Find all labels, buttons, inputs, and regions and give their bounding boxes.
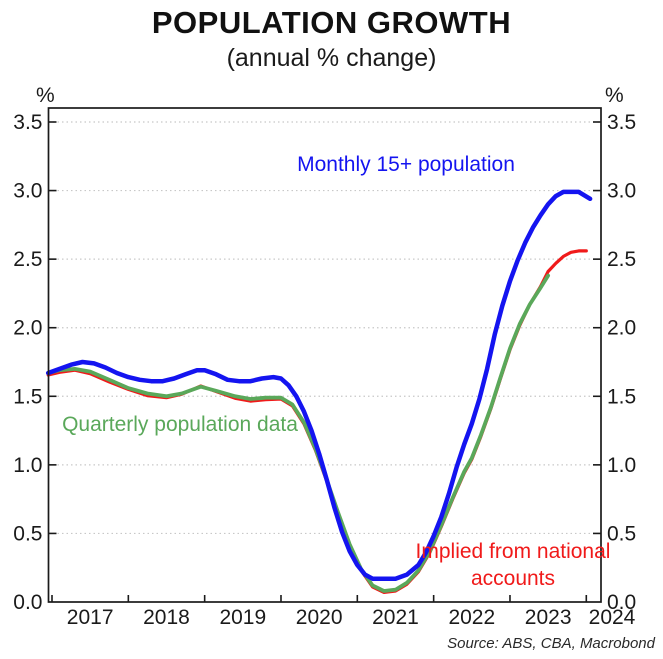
x-axis-label-2020: 2020 — [296, 606, 343, 629]
chart-title: POPULATION GROWTH — [151, 5, 512, 40]
x-axis-label-2023: 2023 — [525, 606, 572, 629]
y-axis-label-right-2.5: 2.5 — [607, 248, 636, 271]
y-axis-label-right-3.5: 3.5 — [607, 111, 636, 134]
series-label-implied-from-national-accounts: Implied from national accounts — [415, 540, 611, 590]
y-axis-label-left-0.5: 0.5 — [13, 522, 42, 545]
source-attribution: Source: ABS, CBA, Macrobond — [447, 635, 655, 652]
y-axis-label-left-3.0: 3.0 — [13, 180, 42, 203]
series-label-monthly-15plus-population: Monthly 15+ population — [297, 153, 515, 176]
plot-frame — [47, 107, 602, 603]
chart-subtitle: (annual % change) — [226, 44, 437, 72]
y-axis-unit-left: % — [36, 84, 55, 107]
y-axis-unit-right: % — [605, 84, 624, 107]
series-quarterly-population-data-line — [46, 273, 550, 593]
y-axis-label-right-0.5: 0.5 — [607, 522, 636, 545]
x-axis-label-2018: 2018 — [143, 606, 190, 629]
y-axis-label-right-3.0: 3.0 — [607, 180, 636, 203]
y-axis-label-left-0.0: 0.0 — [13, 591, 42, 614]
y-axis-label-left-1.5: 1.5 — [13, 385, 42, 408]
y-axis-label-right-1.5: 1.5 — [607, 385, 636, 408]
y-axis-label-right-1.0: 1.0 — [607, 454, 636, 477]
y-axis-label-right-2.0: 2.0 — [607, 317, 636, 340]
x-axis-label-2019: 2019 — [219, 606, 266, 629]
y-axis-label-left-1.0: 1.0 — [13, 454, 42, 477]
x-axis-label-2021: 2021 — [372, 606, 419, 629]
y-axis-label-right-0.0: 0.0 — [607, 591, 636, 614]
series-monthly-15plus-population-line — [45, 189, 593, 581]
series-label-quarterly-population-data: Quarterly population data — [62, 413, 298, 436]
y-axis-label-left-2.0: 2.0 — [13, 317, 42, 340]
y-axis-label-left-2.5: 2.5 — [13, 248, 42, 271]
x-axis-label-2022: 2022 — [448, 606, 495, 629]
y-axis-label-left-3.5: 3.5 — [13, 111, 42, 134]
x-axis-label-2024: 2024 — [589, 606, 636, 629]
x-axis-label-2017: 2017 — [67, 606, 114, 629]
